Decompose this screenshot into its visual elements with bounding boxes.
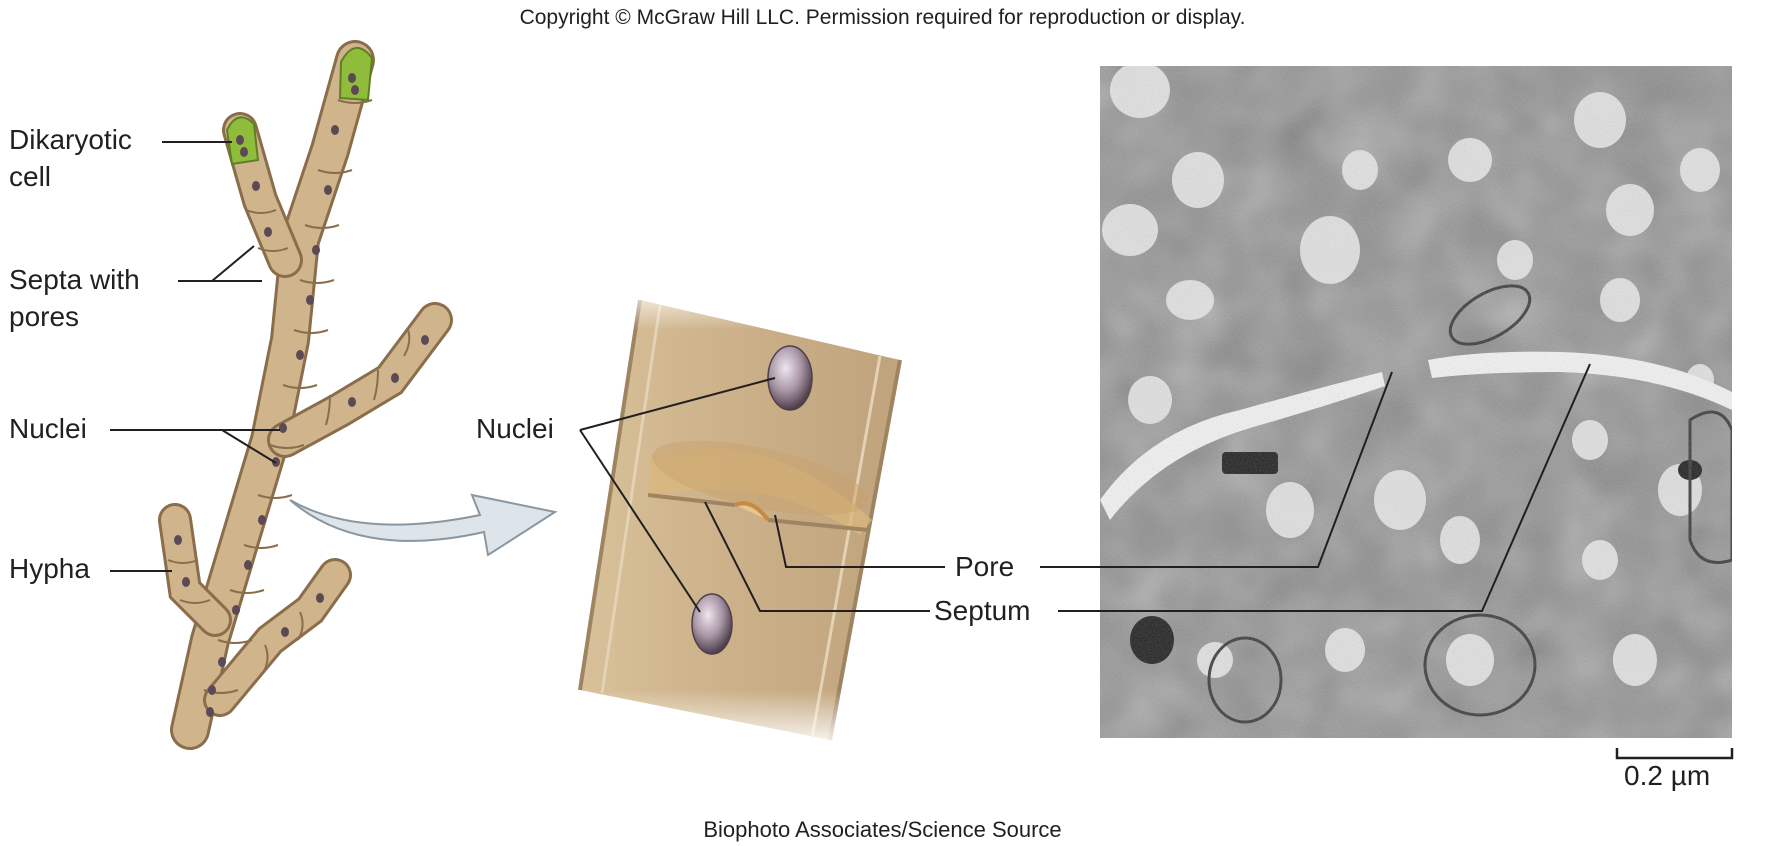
magnify-arrow (289, 493, 558, 557)
label-hypha: Hypha (9, 553, 90, 584)
label-nuclei-enlarged: Nuclei (476, 413, 554, 444)
label-nuclei: Nuclei (9, 413, 87, 444)
label-septa-line1: Septa with (9, 264, 140, 295)
electron-micrograph (1100, 66, 1732, 738)
copyright-notice: Copyright © McGraw Hill LLC. Permission … (519, 6, 1246, 29)
label-dikaryotic-line2: cell (9, 161, 52, 192)
label-dikaryotic-line1: Dikaryotic (9, 124, 132, 155)
middle-leader-lines (579, 377, 945, 613)
left-leader-lines (110, 141, 280, 572)
branching-hypha (158, 40, 453, 750)
label-septum: Septum (934, 595, 1031, 626)
label-septa-line2: pores (9, 301, 80, 332)
right-leader-lines (1040, 363, 1591, 612)
scale-bar-label: 0.2 µm (1624, 760, 1711, 791)
photo-credit: Biophoto Associates/Science Source (703, 817, 1062, 842)
scale-bar (1615, 748, 1734, 760)
enlarged-septum (560, 280, 920, 750)
septa-rings (167, 99, 411, 694)
label-pore: Pore (955, 551, 1015, 582)
